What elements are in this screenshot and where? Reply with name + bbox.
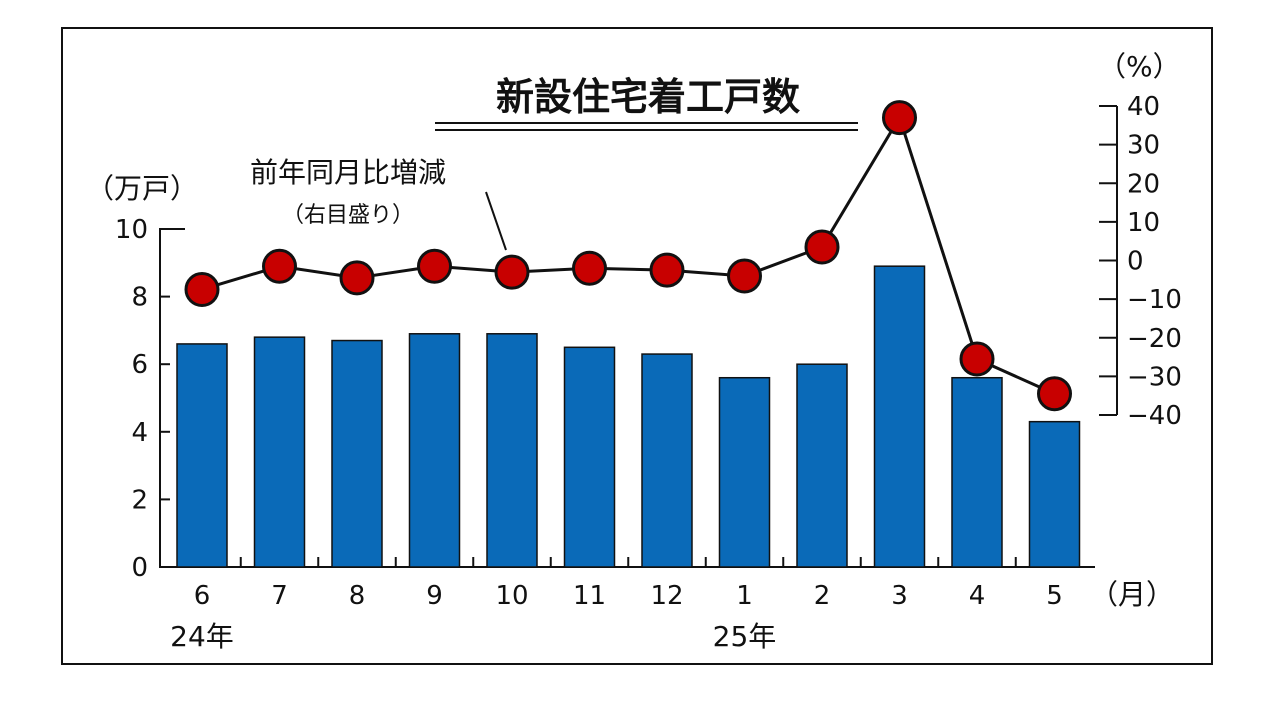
line-point: [649, 252, 685, 288]
bar: [951, 376, 1003, 568]
x-tick-label: 1: [736, 581, 753, 611]
bars: [176, 265, 1081, 568]
bar: [873, 265, 926, 568]
right-tick-label: −10: [1127, 285, 1182, 315]
x-tick-label: 8: [349, 581, 366, 611]
right-ticks: 40 30 20 10 0 −10 −20 −30 −40: [1099, 92, 1182, 431]
x-tick-label: 2: [814, 581, 831, 611]
left-tick-label: 0: [131, 553, 148, 583]
right-tick-label: −40: [1127, 401, 1182, 431]
left-ticks: 0 2 4 6 8 10: [115, 215, 170, 583]
bar: [641, 353, 693, 568]
left-tick-label: 2: [131, 485, 148, 515]
bar: [408, 333, 461, 568]
chart-frame: [61, 27, 1213, 665]
right-tick-label: 30: [1127, 131, 1160, 161]
right-tick-label: 0: [1127, 247, 1144, 277]
line-point: [1037, 376, 1072, 412]
line-point: [572, 250, 607, 286]
line-point: [417, 248, 452, 284]
line-point: [882, 100, 917, 136]
year-labels: 24年 25年: [170, 620, 776, 653]
x-tick-label: 9: [426, 581, 443, 611]
line-point: [262, 248, 297, 284]
x-tick-label: 11: [573, 581, 606, 611]
line-point: [727, 258, 762, 294]
line-point: [959, 341, 995, 377]
bar: [176, 343, 228, 568]
chart-title: 新設住宅着工戸数: [496, 75, 800, 119]
bar: [486, 333, 538, 568]
line-point: [804, 229, 840, 265]
bar: [1028, 420, 1081, 568]
line-point: [184, 271, 220, 307]
year-label: 25年: [713, 620, 777, 653]
bar: [718, 376, 771, 568]
x-tick-label: 6: [194, 581, 211, 611]
left-tick-label: 10: [115, 215, 148, 245]
right-tick-label: 40: [1127, 92, 1160, 122]
line-series: [184, 100, 1072, 412]
bar: [796, 363, 848, 568]
right-tick-label: 10: [1127, 208, 1160, 238]
line-series-sublabel: （右目盛り）: [282, 203, 414, 228]
line-label-leader: [485, 191, 507, 251]
left-tick-label: 4: [131, 418, 148, 448]
year-label: 24年: [170, 620, 234, 653]
left-tick-label: 8: [131, 283, 148, 313]
line-point: [339, 260, 375, 296]
line-series-label: 前年同月比増減: [250, 156, 446, 189]
x-tick-label: 4: [969, 581, 986, 611]
x-tick-label: 12: [650, 581, 683, 611]
left-unit-label: （万戸）: [86, 172, 198, 205]
left-tick-label: 6: [131, 350, 148, 380]
bar: [331, 339, 383, 568]
x-tick-label: 10: [495, 581, 528, 611]
right-tick-label: 20: [1127, 169, 1160, 199]
x-tick-label: 5: [1046, 581, 1063, 611]
bar: [563, 346, 616, 568]
line-point: [494, 254, 530, 290]
bar: [253, 336, 306, 568]
x-tick-label: 7: [271, 581, 288, 611]
x-tick-label: 3: [891, 581, 908, 611]
x-ticks: 6 7 8 9 10 11 12 1 2 3 4 5: [194, 557, 1063, 611]
right-tick-label: −30: [1127, 362, 1182, 392]
right-unit-label: （%）: [1098, 50, 1181, 83]
right-tick-label: −20: [1127, 324, 1182, 354]
x-unit-label: （月）: [1090, 578, 1174, 611]
